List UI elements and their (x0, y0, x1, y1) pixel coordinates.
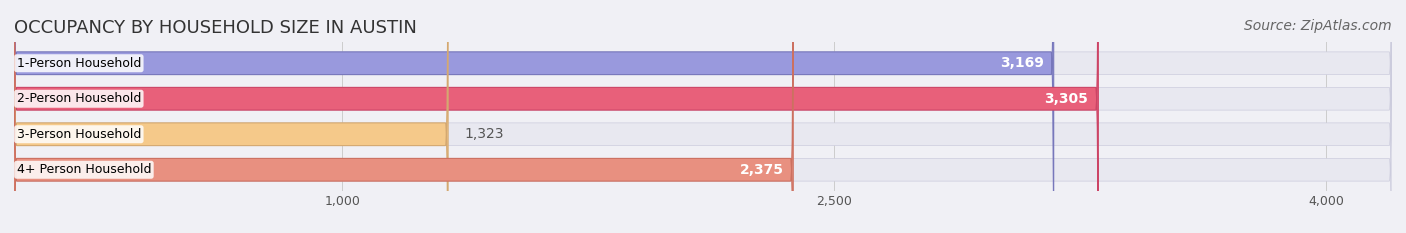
Text: OCCUPANCY BY HOUSEHOLD SIZE IN AUSTIN: OCCUPANCY BY HOUSEHOLD SIZE IN AUSTIN (14, 19, 418, 37)
FancyBboxPatch shape (14, 0, 1098, 233)
Text: 1,323: 1,323 (464, 127, 503, 141)
Text: 2,375: 2,375 (740, 163, 783, 177)
Text: 1-Person Household: 1-Person Household (17, 57, 141, 70)
FancyBboxPatch shape (14, 0, 449, 233)
Text: 2-Person Household: 2-Person Household (17, 92, 141, 105)
FancyBboxPatch shape (14, 0, 793, 233)
Text: 3,305: 3,305 (1045, 92, 1088, 106)
Text: 3-Person Household: 3-Person Household (17, 128, 141, 141)
FancyBboxPatch shape (14, 0, 1392, 233)
FancyBboxPatch shape (14, 0, 1392, 233)
Text: Source: ZipAtlas.com: Source: ZipAtlas.com (1244, 19, 1392, 33)
FancyBboxPatch shape (14, 0, 1392, 233)
FancyBboxPatch shape (14, 0, 1392, 233)
Text: 3,169: 3,169 (1000, 56, 1043, 70)
FancyBboxPatch shape (14, 0, 1053, 233)
Text: 4+ Person Household: 4+ Person Household (17, 163, 152, 176)
